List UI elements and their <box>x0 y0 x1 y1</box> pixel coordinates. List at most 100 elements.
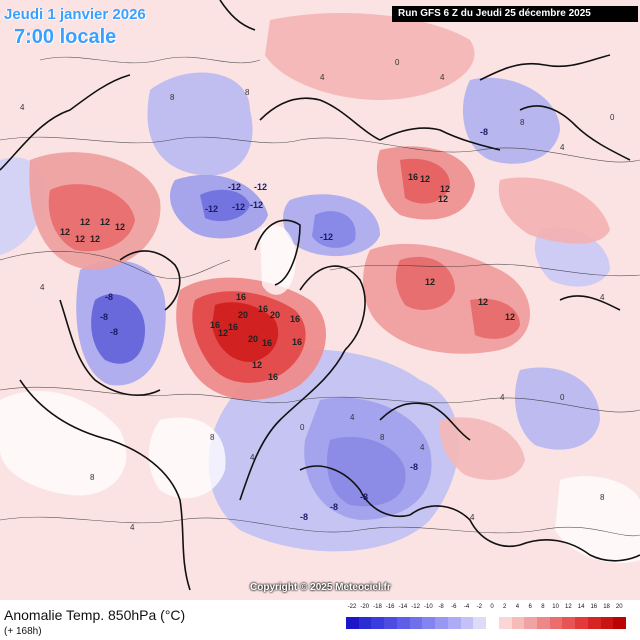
warm-anomaly-label: 16 <box>268 372 278 382</box>
legend-tick-label: 16 <box>590 604 598 610</box>
lead-time: (+ 168h) <box>4 626 42 637</box>
cold-anomaly-label: -8 <box>480 127 488 137</box>
isoline-label: 4 <box>560 143 565 152</box>
legend-swatch <box>384 617 397 629</box>
legend-swatch <box>447 617 461 629</box>
isoline-label: 8 <box>600 493 605 502</box>
warm-anomaly-label: 12 <box>75 234 85 244</box>
legend-tick-label: -20 <box>360 604 370 610</box>
legend-tick-label: 2 <box>503 604 507 610</box>
warm-anomaly-label: 16 <box>408 172 418 182</box>
contour-label-layer: 4 8 8 4 0 4 8 4 0 4 8 4 0 4 8 4 4 0 4 8 4 8 4 <box>20 58 615 532</box>
cold-anomaly-label: -12 <box>320 232 333 242</box>
legend-tick-label: 20 <box>615 604 623 610</box>
warm-anomaly-label: 12 <box>115 222 125 232</box>
isoline-label: 4 <box>500 393 505 402</box>
legend-tick-label: 8 <box>541 604 545 610</box>
isoline-label: 8 <box>170 93 175 102</box>
legend-swatch <box>498 617 512 629</box>
warm-anomaly-label: 12 <box>440 184 450 194</box>
warm-anomaly-label: 16 <box>210 320 220 330</box>
isoline-label: 4 <box>600 293 605 302</box>
isoline-label: 4 <box>440 73 445 82</box>
legend-tick-label: -14 <box>398 604 408 610</box>
warm-anomaly-label: 12 <box>60 227 70 237</box>
legend-tick-label: 4 <box>515 604 520 610</box>
cold-anomaly-label: -8 <box>300 512 308 522</box>
legend-swatch <box>486 617 499 629</box>
legend-tick-label: -10 <box>424 604 433 610</box>
isoline-label: 0 <box>560 393 565 402</box>
legend-tick-label: 14 <box>577 604 585 610</box>
isoline-label: 8 <box>210 433 215 442</box>
legend-tick-label: -22 <box>347 604 357 610</box>
legend-swatch <box>435 617 448 629</box>
cold-anomaly-label: -8 <box>360 492 368 502</box>
legend-swatch <box>613 617 627 629</box>
legend-tick-label: 0 <box>490 604 494 610</box>
legend-swatch <box>600 617 614 629</box>
isoline-label: 8 <box>90 473 95 482</box>
cold-anomaly-label: -12 <box>232 202 245 212</box>
isoline-label: 4 <box>20 103 25 112</box>
legend-tick-label: 6 <box>528 604 532 610</box>
warm-anomaly-label: 12 <box>100 217 110 227</box>
cold-anomaly-label: -8 <box>410 462 418 472</box>
legend-swatch <box>409 617 423 629</box>
legend-color-bar <box>346 617 627 629</box>
cold-anomaly-regions <box>0 72 610 552</box>
run-banner: Run GFS 6 Z du Jeudi 25 décembre 2025 <box>392 6 638 22</box>
legend-tick-label: -8 <box>438 604 444 610</box>
cold-anomaly-label: -8 <box>330 502 338 512</box>
warm-anomaly-label: 12 <box>80 217 90 227</box>
cold-anomaly-label: -12 <box>254 182 267 192</box>
legend-tick-label: 18 <box>603 604 610 610</box>
cold-anomaly-label: -8 <box>105 292 113 302</box>
isoline-label: 4 <box>250 453 255 462</box>
isoline-label: 4 <box>320 73 325 82</box>
isoline-label: 8 <box>520 118 525 127</box>
cold-anomaly-label: -8 <box>100 312 108 322</box>
legend-tick-label: -12 <box>411 604 420 610</box>
color-legend: -22 -20 -18 -16 -14 -12 -10 -8 -6 -4 -2 0 2 4 6 8 10 12 14… <box>346 604 627 629</box>
cold-anomaly-label: -12 <box>250 200 263 210</box>
legend-swatch <box>473 617 487 629</box>
warm-anomaly-label: 12 <box>420 174 430 184</box>
legend-swatch <box>575 617 588 629</box>
isoline-label: 4 <box>350 413 355 422</box>
warm-anomaly-label: 20 <box>238 310 248 320</box>
isoline-label: 8 <box>380 433 385 442</box>
isoline-label: 0 <box>300 423 305 432</box>
isoline-label: 8 <box>245 88 250 97</box>
legend-tick-label: 10 <box>552 604 559 610</box>
legend-tick-label: -16 <box>385 604 395 610</box>
warm-anomaly-label: 16 <box>228 322 238 332</box>
warm-anomaly-label: 20 <box>270 310 280 320</box>
forecast-time: 7:00 locale <box>14 26 117 48</box>
isolines <box>0 56 640 537</box>
legend-swatch <box>587 617 601 629</box>
warm-anomaly-label: 12 <box>425 277 435 287</box>
legend-swatch <box>396 617 410 629</box>
legend-tick-label: -18 <box>373 604 382 610</box>
legend-swatch <box>460 617 474 629</box>
forecast-date: Jeudi 1 janvier 2026 <box>4 6 146 23</box>
variable-title: Anomalie Temp. 850hPa (°C) <box>4 607 186 623</box>
warm-anomaly-label: 16 <box>292 337 302 347</box>
warm-anomaly-label: 12 <box>478 297 488 307</box>
legend-tick-label: -6 <box>451 604 457 610</box>
warm-anomaly-label: 12 <box>218 328 228 338</box>
legend-tick-label: -2 <box>476 604 482 610</box>
legend-swatch <box>422 617 436 629</box>
warm-anomaly-label: 16 <box>258 304 268 314</box>
cold-label-layer: -12 -12-12 -12-12-12-8-8-8-8-8-8-8-8 <box>100 127 488 522</box>
legend-swatch <box>371 617 385 629</box>
warm-anomaly-label: 16 <box>236 292 246 302</box>
warm-anomaly-label: 12 <box>505 312 515 322</box>
isoline-label: 4 <box>470 513 475 522</box>
isoline-label: 4 <box>130 523 135 532</box>
legend-labels: -22 -20 -18 -16 -14 -12 -10 -8 -6 -4 -2 0 2 4 6 8 10 12 14… <box>346 604 626 616</box>
warm-anomaly-label: 12 <box>438 194 448 204</box>
isoline-label: 4 <box>420 443 425 452</box>
